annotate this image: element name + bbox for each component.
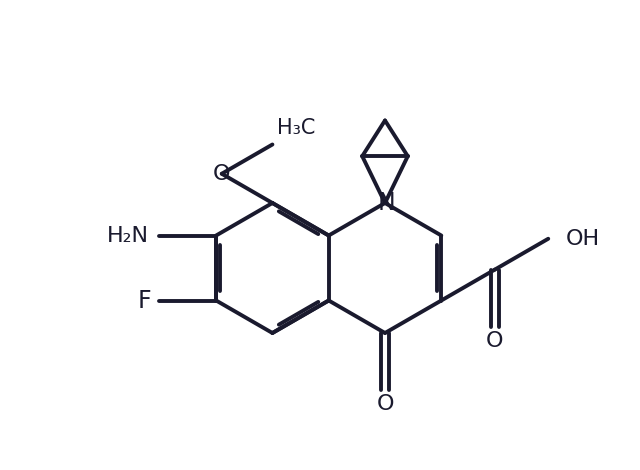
Text: F: F [138,289,151,313]
Text: O: O [376,394,394,414]
Text: H₃C: H₃C [277,118,316,139]
Text: OH: OH [566,229,600,249]
Text: O: O [213,164,230,184]
Text: N: N [377,191,395,215]
Text: H₂N: H₂N [107,226,149,245]
Text: O: O [486,331,504,351]
